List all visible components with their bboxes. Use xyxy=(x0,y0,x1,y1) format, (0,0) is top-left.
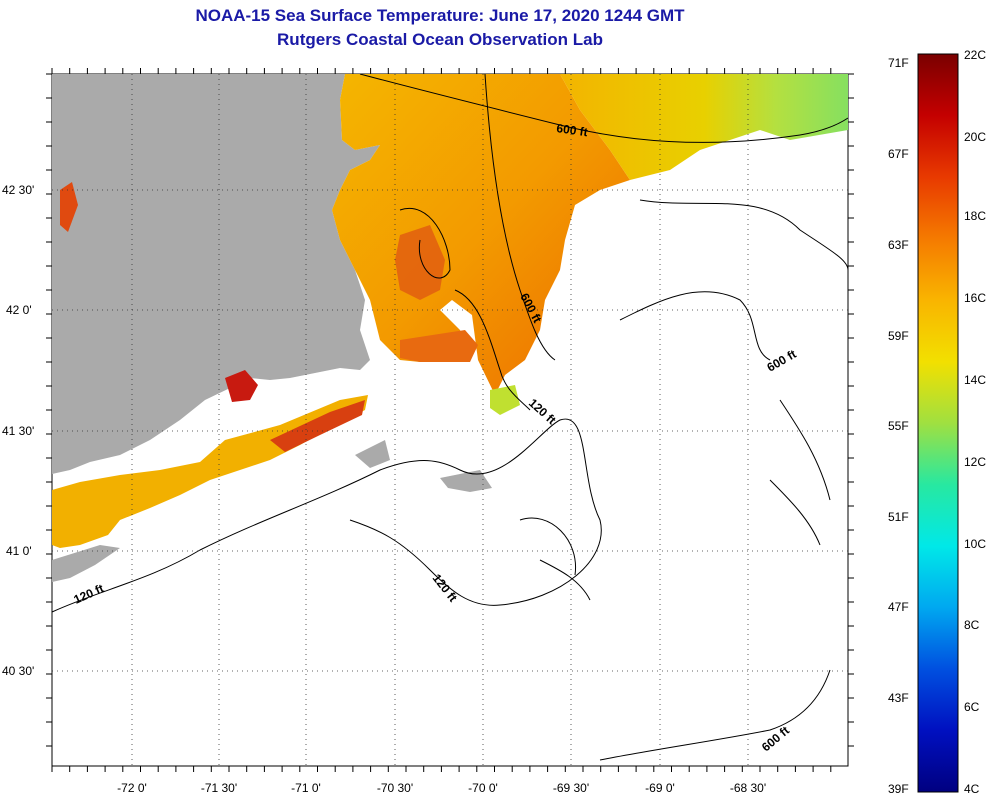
lon-label-3: -70 30' xyxy=(377,781,413,795)
lon-label-0: -72 0' xyxy=(117,781,147,795)
lat-label-1: 42 0' xyxy=(6,303,32,317)
lat-label-0: 42 30' xyxy=(2,183,34,197)
lon-label-7: -68 30' xyxy=(730,781,766,795)
cbar-c-12: 12C xyxy=(964,455,987,469)
colorbar xyxy=(917,53,959,793)
contour-600ft-east xyxy=(639,199,849,271)
sst-swath-gulf-of-maine xyxy=(332,74,630,395)
cbar-f-55: 55F xyxy=(888,419,909,433)
sst-capecod-bay xyxy=(400,330,478,362)
lat-label-2: 41 30' xyxy=(2,424,34,438)
lat-label-3: 41 0' xyxy=(6,544,32,558)
lon-label-6: -69 0' xyxy=(645,781,675,795)
contour-600ft-north xyxy=(359,73,849,143)
contour-label-600ft-1: 600 ft xyxy=(556,121,589,139)
contour-120ft-shelf xyxy=(51,418,602,613)
cbar-f-39: 39F xyxy=(888,782,909,796)
cbar-f-47: 47F xyxy=(888,600,909,614)
sst-swath-northeast xyxy=(560,74,848,180)
land-nantucket xyxy=(440,470,492,492)
lon-label-4: -70 0' xyxy=(468,781,498,795)
cbar-c-22: 22C xyxy=(964,48,987,62)
cbar-f-71: 71F xyxy=(888,56,909,70)
cbar-c-6: 6C xyxy=(964,700,980,714)
sst-inland-patch xyxy=(60,182,78,232)
map-title: NOAA-15 Sea Surface Temperature: June 17… xyxy=(195,6,685,25)
cbar-c-14: 14C xyxy=(964,373,987,387)
land-long-island xyxy=(52,545,120,582)
map-subtitle: Rutgers Coastal Ocean Observation Lab xyxy=(277,30,603,49)
cbar-f-51: 51F xyxy=(888,510,909,524)
cbar-c-16: 16C xyxy=(964,291,987,305)
contour-shoals xyxy=(519,399,831,601)
cbar-c-8: 8C xyxy=(964,618,980,632)
sst-warm-patch xyxy=(395,225,445,300)
contour-600ft-south xyxy=(599,669,831,761)
axis-ticks xyxy=(46,68,854,772)
cbar-c-20: 20C xyxy=(964,130,987,144)
contour-120ft-cape xyxy=(454,289,531,411)
lon-label-1: -71 30' xyxy=(201,781,237,795)
contour-600ft-mid xyxy=(484,73,556,361)
cbar-f-59: 59F xyxy=(888,329,909,343)
contour-bank xyxy=(619,291,771,361)
lon-label-5: -69 30' xyxy=(553,781,589,795)
cbar-f-67: 67F xyxy=(888,147,909,161)
lon-label-2: -71 0' xyxy=(291,781,321,795)
cbar-f-43: 43F xyxy=(888,691,909,705)
sst-warm-shelf xyxy=(270,400,365,452)
land-mainland xyxy=(52,74,380,474)
land-marthas-vineyard xyxy=(355,440,390,468)
cbar-c-18: 18C xyxy=(964,209,987,223)
graticule xyxy=(52,74,848,766)
cbar-c-4: 4C xyxy=(964,782,980,796)
contour-basin xyxy=(399,207,451,279)
cbar-f-63: 63F xyxy=(888,238,909,252)
cbar-c-10: 10C xyxy=(964,537,987,551)
lat-label-4: 40 30' xyxy=(2,664,34,678)
sst-narragansett xyxy=(225,370,258,402)
